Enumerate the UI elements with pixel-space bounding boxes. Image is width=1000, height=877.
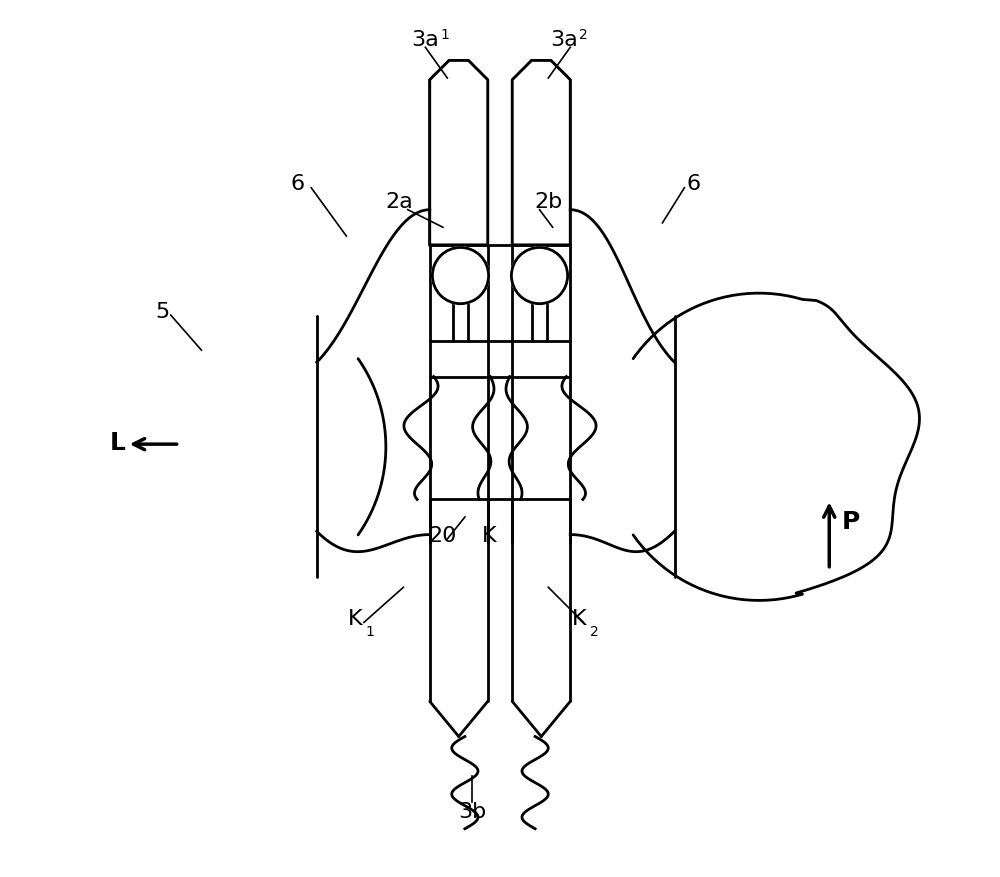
Text: 3a: 3a (411, 30, 439, 49)
Circle shape (432, 248, 489, 304)
Text: 3a: 3a (550, 30, 578, 49)
Text: 6: 6 (291, 175, 305, 194)
Text: K: K (572, 609, 586, 628)
Text: 1: 1 (366, 624, 374, 638)
Text: 6: 6 (686, 175, 700, 194)
Text: P: P (842, 510, 860, 534)
Text: 2: 2 (590, 624, 598, 638)
Polygon shape (430, 61, 488, 246)
Text: K: K (482, 525, 497, 545)
Text: K: K (348, 609, 362, 628)
Text: 2a: 2a (385, 192, 413, 211)
Text: L: L (110, 431, 126, 455)
Polygon shape (512, 61, 570, 246)
Text: 20: 20 (429, 525, 457, 545)
Text: 1: 1 (440, 28, 449, 42)
Text: 5: 5 (155, 302, 169, 321)
Circle shape (511, 248, 568, 304)
Text: 2b: 2b (534, 192, 562, 211)
Text: 2: 2 (579, 28, 588, 42)
Text: 3b: 3b (458, 802, 486, 821)
